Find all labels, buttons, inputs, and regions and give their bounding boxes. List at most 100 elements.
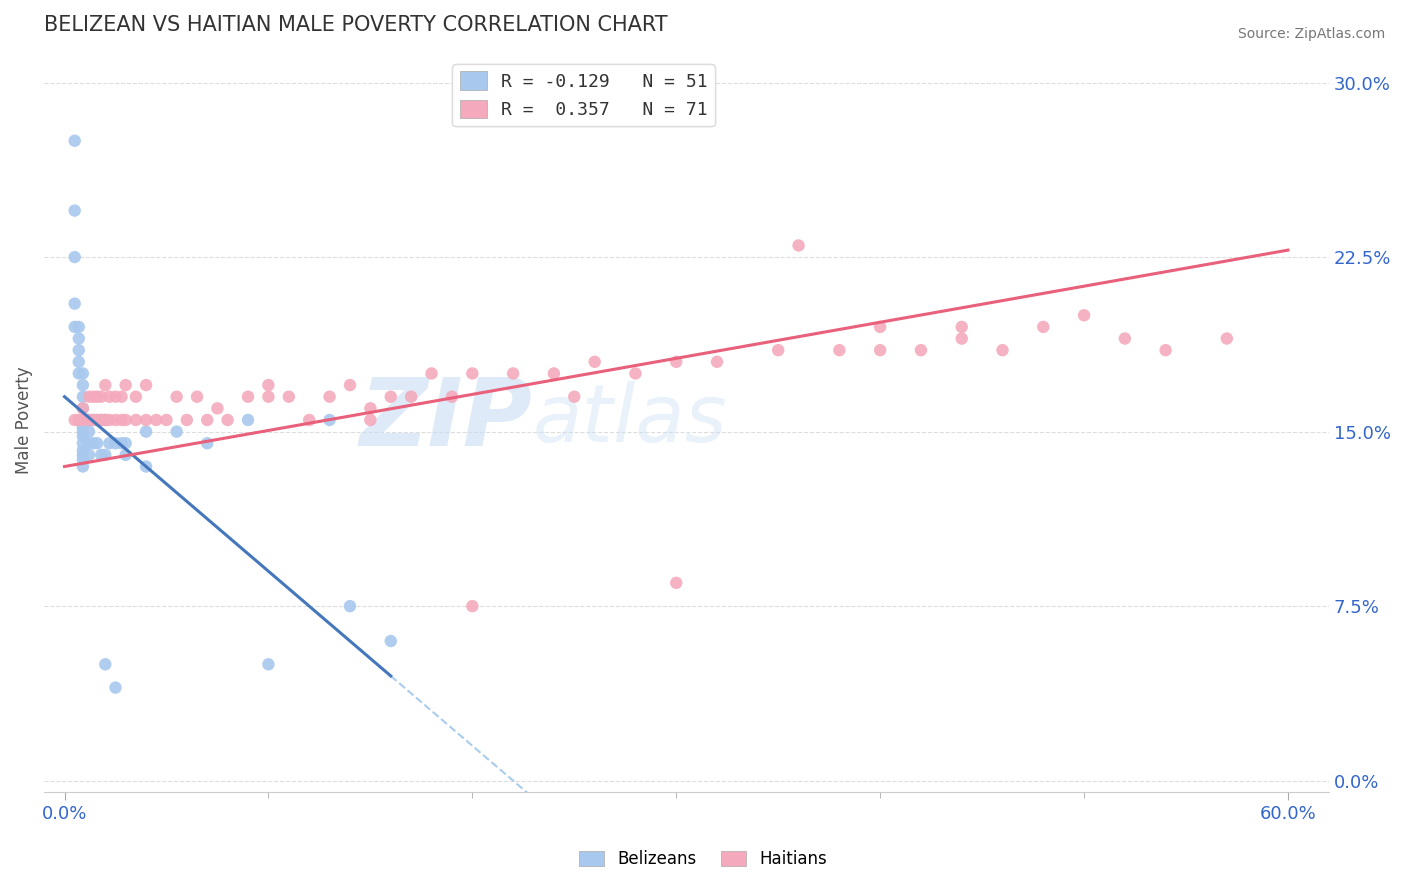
Point [461, 367, 484, 381]
Point [502, 367, 524, 381]
Point [110, 436, 132, 450]
Point [207, 401, 229, 416]
Point [543, 367, 565, 381]
Point [67, 355, 90, 369]
Point [1216, 332, 1239, 346]
Point [277, 390, 299, 404]
Point [665, 575, 688, 590]
Point [67, 413, 90, 427]
Point [98, 436, 121, 450]
Text: ZIP: ZIP [360, 374, 533, 466]
Point [77, 390, 100, 404]
Point [90, 448, 112, 462]
Point [72, 413, 94, 427]
Y-axis label: Male Poverty: Male Poverty [15, 366, 32, 474]
Point [72, 443, 94, 458]
Point [77, 448, 100, 462]
Point [98, 413, 121, 427]
Point [98, 390, 121, 404]
Point [63, 134, 86, 148]
Point [114, 436, 136, 450]
Point [135, 413, 157, 427]
Point [339, 378, 361, 392]
Point [583, 355, 606, 369]
Point [339, 599, 361, 614]
Point [72, 425, 94, 439]
Legend: Belizeans, Haitians: Belizeans, Haitians [572, 844, 834, 875]
Point [72, 390, 94, 404]
Point [135, 425, 157, 439]
Point [125, 390, 148, 404]
Point [562, 390, 585, 404]
Point [766, 343, 789, 358]
Text: BELIZEAN VS HAITIAN MALE POVERTY CORRELATION CHART: BELIZEAN VS HAITIAN MALE POVERTY CORRELA… [44, 15, 668, 35]
Point [1114, 332, 1136, 346]
Point [1073, 308, 1095, 322]
Point [869, 343, 891, 358]
Point [67, 319, 90, 334]
Point [94, 448, 117, 462]
Point [257, 378, 280, 392]
Point [72, 401, 94, 416]
Point [166, 425, 188, 439]
Point [63, 413, 86, 427]
Point [440, 390, 463, 404]
Point [72, 436, 94, 450]
Point [77, 425, 100, 439]
Point [461, 599, 484, 614]
Point [77, 413, 100, 427]
Point [420, 367, 443, 381]
Point [104, 390, 127, 404]
Point [399, 390, 422, 404]
Point [63, 319, 86, 334]
Point [950, 319, 973, 334]
Point [82, 390, 104, 404]
Point [195, 413, 218, 427]
Point [72, 448, 94, 462]
Point [186, 390, 208, 404]
Point [869, 319, 891, 334]
Point [991, 343, 1014, 358]
Point [380, 390, 402, 404]
Point [114, 378, 136, 392]
Point [787, 238, 810, 252]
Point [114, 413, 136, 427]
Point [86, 413, 108, 427]
Point [72, 413, 94, 427]
Point [77, 413, 100, 427]
Point [82, 413, 104, 427]
Point [359, 413, 381, 427]
Point [77, 436, 100, 450]
Point [145, 413, 167, 427]
Point [110, 390, 132, 404]
Point [257, 390, 280, 404]
Point [94, 378, 117, 392]
Legend: R = -0.129   N = 51, R =  0.357   N = 71: R = -0.129 N = 51, R = 0.357 N = 71 [453, 64, 716, 127]
Point [195, 436, 218, 450]
Point [135, 459, 157, 474]
Point [104, 681, 127, 695]
Point [135, 378, 157, 392]
Point [104, 413, 127, 427]
Point [359, 401, 381, 416]
Point [910, 343, 932, 358]
Point [257, 657, 280, 672]
Point [82, 413, 104, 427]
Point [166, 390, 188, 404]
Point [90, 413, 112, 427]
Point [125, 413, 148, 427]
Point [82, 436, 104, 450]
Point [72, 429, 94, 443]
Point [86, 436, 108, 450]
Text: Source: ZipAtlas.com: Source: ZipAtlas.com [1237, 27, 1385, 41]
Point [90, 413, 112, 427]
Text: atlas: atlas [533, 381, 727, 459]
Point [665, 355, 688, 369]
Point [1032, 319, 1054, 334]
Point [114, 448, 136, 462]
Point [67, 343, 90, 358]
Point [63, 250, 86, 264]
Point [1154, 343, 1177, 358]
Point [94, 657, 117, 672]
Point [72, 452, 94, 467]
